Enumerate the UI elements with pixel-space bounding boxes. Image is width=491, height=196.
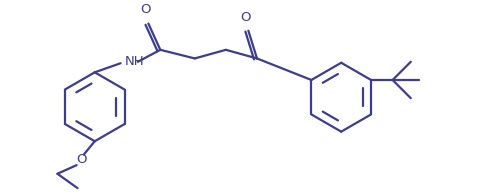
Text: O: O [141,3,151,16]
Text: O: O [76,153,86,166]
Text: NH: NH [124,55,144,68]
Text: O: O [241,11,251,24]
